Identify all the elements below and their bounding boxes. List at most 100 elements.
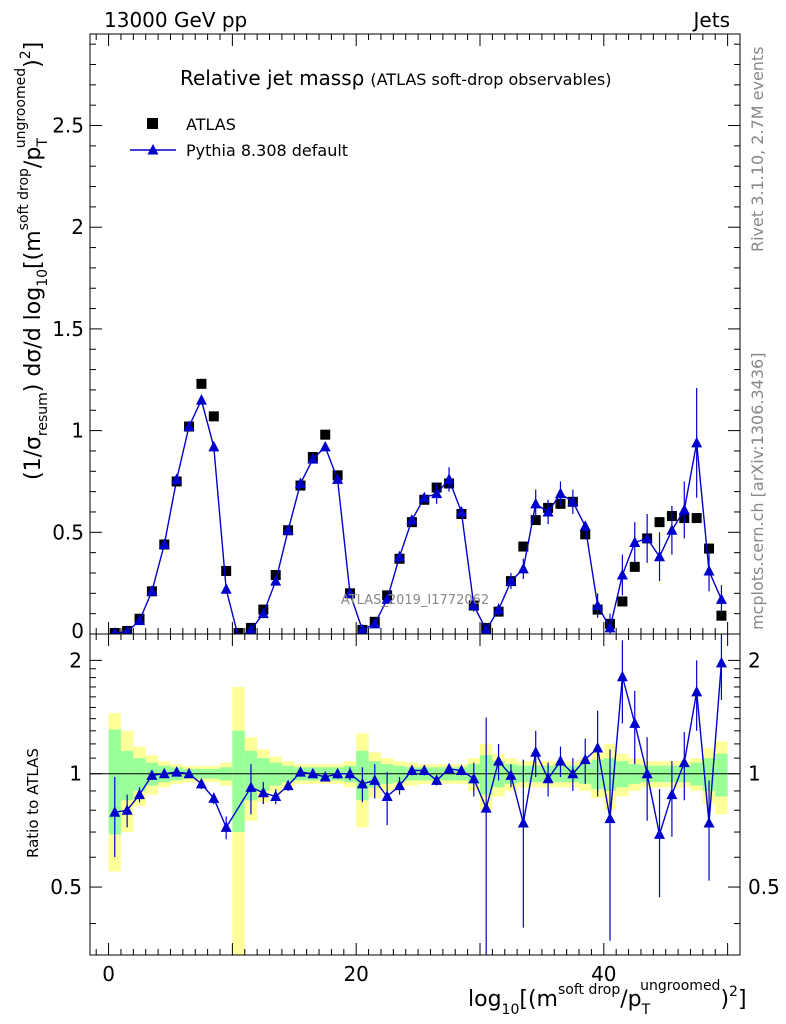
pythia-ratio-point: [567, 767, 579, 779]
pythia-ratio-point: [517, 816, 529, 828]
pythia-ratio-point: [641, 767, 653, 779]
x-axis-label-part: soft drop: [558, 982, 620, 998]
pythia-ratio-point: [319, 771, 331, 782]
pythia-data-point: [394, 550, 406, 562]
pythia-ratio-point: [629, 717, 641, 728]
y-axis-label: (1/σresum) dσ/d log10[(msoft drop/pTungr…: [13, 42, 51, 480]
atlas-data-point: [196, 378, 207, 389]
pythia-data-point: [270, 575, 282, 586]
pythia-ratio-point: [455, 764, 467, 775]
x-axis-label-part: ungroomed: [640, 978, 720, 994]
y-axis-label-part: ]: [21, 42, 46, 51]
y-axis-label-part: (1/σ: [21, 436, 46, 480]
main-plot: 0.5 1 1.5 2 2.5 0 ATLAS_2019_I1772062: [52, 33, 741, 643]
pythia-data-point: [146, 585, 158, 596]
pythia-ratio-point: [530, 746, 542, 757]
pythia-data-point: [629, 536, 641, 547]
pythia-data-point: [542, 505, 554, 517]
x-axis-label-part: 10: [502, 1002, 520, 1018]
pythia-ratio-point: [282, 779, 294, 791]
ratio-y-tick-label: 2: [69, 648, 82, 672]
pythia-data-point: [703, 564, 715, 576]
ratio-y-tick-label: 2: [748, 648, 761, 672]
y-tick-label: 2.5: [52, 114, 84, 138]
ratio-y-axis-label: Ratio to ATLAS: [24, 748, 42, 858]
pythia-ratio-point: [406, 764, 418, 775]
x-axis-label-part: [(m: [519, 987, 558, 1012]
atlas-data-point: [704, 543, 715, 554]
pythia-ratio-point: [158, 767, 170, 779]
x-axis-label-part: 2: [729, 984, 738, 1000]
pythia-ratio-point: [332, 767, 344, 779]
x-axis-label-part: ]: [738, 987, 747, 1012]
ratio-plot-frame: [89, 633, 741, 956]
pythia-data-point: [455, 505, 467, 517]
pythia-data-point: [381, 593, 393, 604]
pythia-ratio-point: [554, 755, 566, 766]
pythia-data-point: [418, 491, 430, 503]
ratio-y-axis-label-group: Ratio to ATLAS: [24, 748, 42, 858]
y-axis-label-part: 2: [18, 50, 34, 59]
atlas-data-point: [233, 627, 244, 634]
uncertainty-band-inner: [257, 758, 270, 791]
pythia-ratio-point: [294, 766, 306, 777]
x-axis-label: log10[(msoft drop/pTungroomed)2]: [468, 978, 747, 1018]
pythia-ratio-point: [356, 777, 368, 789]
y-axis-label-part: /p: [21, 147, 46, 168]
uncertainty-band-inner: [133, 758, 146, 791]
pythia-ratio-point: [703, 816, 715, 828]
pythia-data-point: [616, 569, 628, 580]
pythia-data-point: [579, 520, 591, 531]
y-tick-label: 2: [71, 215, 84, 239]
pythia-data-point: [715, 593, 727, 604]
ratio-y-tick-label: 1: [748, 762, 761, 786]
energy-label: 13000 GeV pp: [104, 8, 248, 32]
pythia-data-point: [592, 599, 604, 611]
pythia-ratio-point: [121, 804, 133, 815]
category-label: Jets: [693, 8, 730, 32]
pythia-data-point: [530, 497, 542, 509]
pythia-ratio-point: [369, 774, 381, 785]
pythia-data-point: [122, 625, 132, 634]
pythia-ratio-point: [394, 779, 406, 791]
pythia-data-point: [480, 623, 492, 634]
pythia-ratio-point: [418, 764, 430, 775]
pythia-data-point: [134, 614, 146, 626]
pythia-ratio-point: [307, 767, 319, 779]
y-axis-label-part: 10: [35, 269, 51, 287]
pythia-ratio-point: [245, 781, 257, 792]
pythia-data-point: [567, 495, 579, 507]
pythia-data-point: [183, 420, 195, 432]
atlas-data-point: [518, 541, 529, 552]
pythia-data-point: [294, 477, 306, 488]
pythia-data-point: [282, 524, 294, 535]
atlas-data-point: [629, 561, 640, 572]
pythia-ratio-point: [592, 742, 604, 753]
x-axis-label-part: log: [468, 987, 502, 1012]
atlas-data-point: [580, 529, 591, 540]
main-plot-data: [109, 378, 727, 634]
legend-atlas-label: ATLAS: [186, 115, 236, 134]
x-tick-label: 0: [102, 962, 115, 986]
pythia-data-point: [158, 538, 170, 550]
pythia-ratio-point: [183, 767, 195, 779]
atlas-data-point: [530, 515, 541, 526]
pythia-data-point: [319, 440, 331, 452]
uncertainty-band-inner: [120, 750, 134, 801]
pythia-data-point: [604, 621, 616, 633]
ratio-y-tick-label: 0.5: [50, 875, 82, 899]
y-axis-label-part: ): [21, 59, 46, 68]
pythia-data-point: [307, 453, 319, 464]
pythia-ratio-point: [678, 756, 690, 768]
pythia-ratio-point: [270, 790, 282, 801]
x-axis-label-part: /p: [620, 987, 641, 1012]
y-axis-label-group: (1/σresum) dσ/d log10[(msoft drop/pTungr…: [13, 42, 51, 480]
pythia-data-point: [332, 473, 344, 484]
y-tick-label: 1: [71, 419, 84, 443]
atlas-data-point: [208, 411, 219, 422]
pythia-ratio-point: [493, 755, 505, 766]
x-axis-label-part: ): [720, 987, 729, 1012]
pythia-ratio-point: [208, 792, 220, 803]
y-axis-label-part: ungroomed: [13, 68, 29, 148]
